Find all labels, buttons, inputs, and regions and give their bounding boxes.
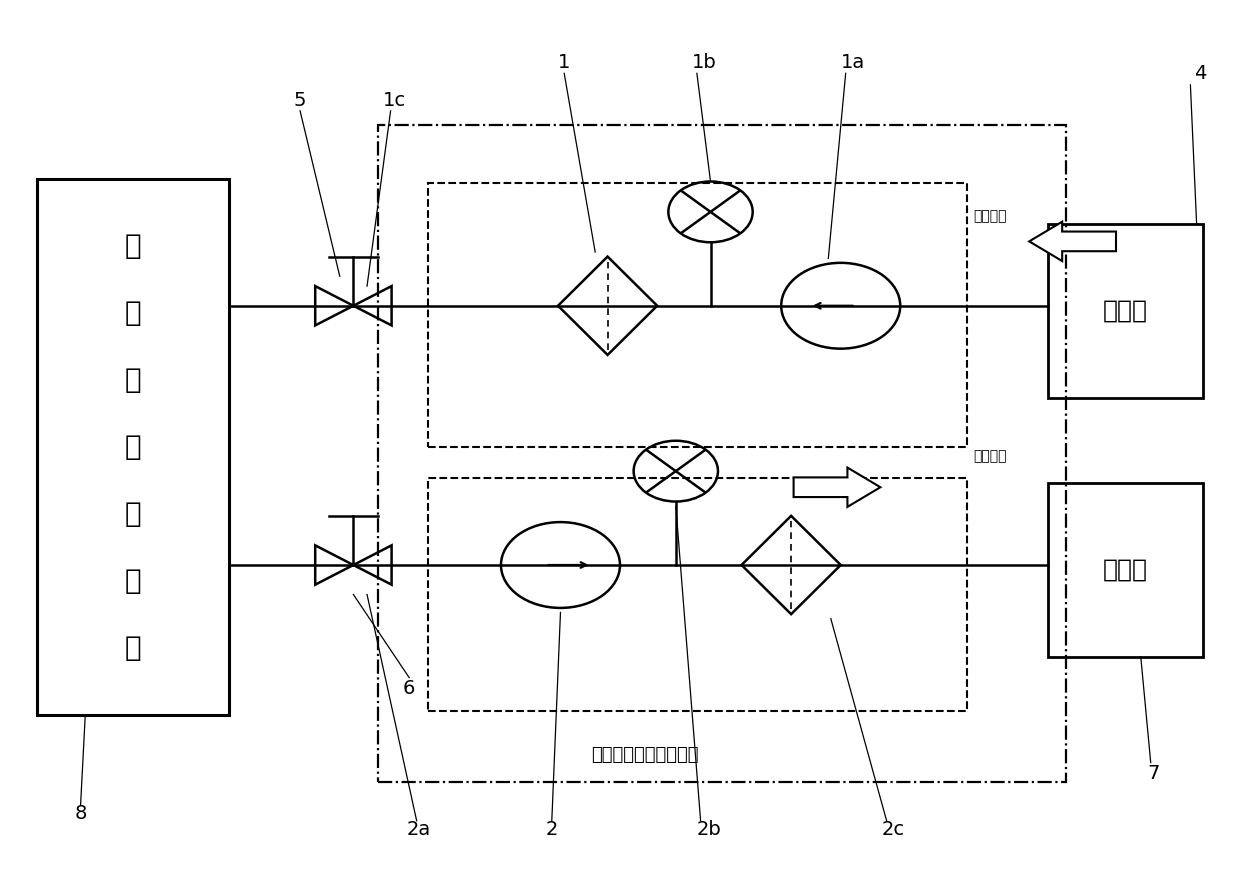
Text: 4: 4 (1194, 63, 1207, 83)
Text: 油流方向: 油流方向 (973, 209, 1007, 224)
Text: 1c: 1c (383, 90, 405, 110)
Bar (378, 125, 1066, 782)
Text: 7: 7 (1147, 763, 1159, 783)
Bar (37, 179, 229, 715)
Text: 器: 器 (125, 366, 141, 394)
Text: 2c: 2c (882, 820, 904, 839)
Text: 油流方向: 油流方向 (973, 449, 1007, 463)
Text: 1b: 1b (692, 53, 717, 72)
Text: 8: 8 (74, 804, 87, 823)
Bar (428, 183, 967, 447)
Text: 变: 变 (125, 232, 141, 260)
Text: 2b: 2b (697, 820, 722, 839)
Text: 有: 有 (125, 433, 141, 461)
Text: 载: 载 (125, 500, 141, 528)
Text: 旧油桶: 旧油桶 (1102, 558, 1148, 582)
Text: 5: 5 (294, 90, 306, 110)
Text: 2a: 2a (407, 820, 432, 839)
Bar (1048, 224, 1203, 398)
Text: 1: 1 (558, 53, 570, 72)
Text: 压: 压 (125, 299, 141, 327)
Text: 2: 2 (546, 820, 558, 839)
Text: 组合式注放油电动装置: 组合式注放油电动装置 (591, 746, 698, 764)
Text: 1a: 1a (841, 53, 866, 72)
FancyArrow shape (1029, 222, 1116, 261)
FancyArrow shape (794, 468, 880, 507)
Text: 开: 开 (125, 567, 141, 595)
Bar (428, 478, 967, 711)
Text: 关: 关 (125, 634, 141, 662)
Text: 6: 6 (403, 679, 415, 698)
Bar (1048, 483, 1203, 657)
Text: 新油桶: 新油桶 (1102, 299, 1148, 323)
